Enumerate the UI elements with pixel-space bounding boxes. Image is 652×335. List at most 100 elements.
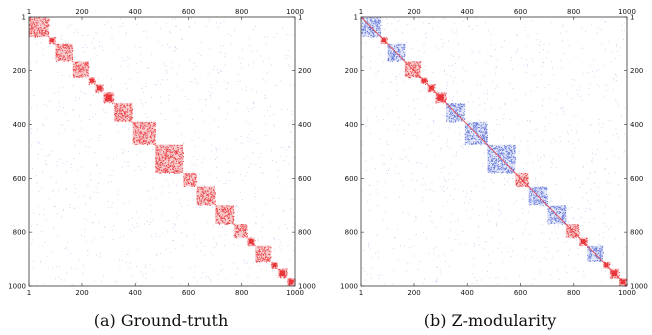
noise-dot xyxy=(170,62,172,64)
noise-dot xyxy=(527,140,529,142)
noise-dot xyxy=(218,106,220,108)
block-dot xyxy=(390,55,392,57)
block-dot xyxy=(409,68,411,70)
block-dot xyxy=(408,64,410,66)
block-dot xyxy=(513,148,515,150)
noise-dot xyxy=(277,176,279,178)
block-dot xyxy=(206,199,208,201)
block-dot xyxy=(500,150,501,151)
noise-dot xyxy=(41,148,43,150)
block-dot xyxy=(128,116,130,118)
block-dot xyxy=(242,229,244,231)
block-dot xyxy=(505,157,507,159)
block-dot xyxy=(473,126,475,128)
block-dot xyxy=(453,119,455,120)
block-dot xyxy=(144,134,146,136)
block-dot xyxy=(266,256,268,258)
block-dot xyxy=(226,223,228,225)
noise-dot xyxy=(96,164,98,165)
noise-dot xyxy=(582,119,584,121)
block-dot xyxy=(403,47,405,49)
noise-dot xyxy=(457,43,459,45)
noise-dot xyxy=(617,105,619,106)
noise-dot xyxy=(368,244,370,246)
block-dot xyxy=(417,63,419,65)
block-dot xyxy=(216,220,218,222)
block-dot xyxy=(198,204,200,206)
noise-dot xyxy=(176,192,178,194)
block-dot xyxy=(147,143,148,145)
noise-dot xyxy=(418,50,420,51)
block-dot xyxy=(140,141,142,143)
block-dot xyxy=(454,106,456,108)
block-dot xyxy=(207,200,208,202)
block-dot xyxy=(168,144,170,146)
block-dot xyxy=(123,105,125,107)
noise-dot xyxy=(107,201,109,202)
block-dot xyxy=(416,61,417,63)
noise-dot xyxy=(137,225,139,227)
block-dot xyxy=(454,117,455,118)
noise-dot xyxy=(122,260,124,261)
block-dot xyxy=(34,26,35,28)
noise-dot xyxy=(417,269,419,270)
block-dot xyxy=(156,161,158,163)
noise-dot xyxy=(29,130,31,132)
block-dot xyxy=(472,136,473,137)
noise-dot xyxy=(160,103,162,104)
block-dot xyxy=(394,46,395,48)
noise-dot xyxy=(541,74,542,75)
noise-dot xyxy=(403,120,405,122)
noise-dot xyxy=(407,263,409,265)
block-dot xyxy=(155,142,157,144)
noise-dot xyxy=(450,76,451,77)
noise-dot xyxy=(216,243,218,245)
noise-dot xyxy=(85,93,87,95)
noise-dot xyxy=(91,42,92,44)
noise-dot xyxy=(588,221,590,223)
block-dot xyxy=(155,125,156,127)
noise-dot xyxy=(594,76,595,78)
noise-dot xyxy=(71,268,73,270)
block-dot xyxy=(466,133,468,135)
noise-dot xyxy=(222,45,224,46)
block-dot xyxy=(477,136,479,138)
noise-dot xyxy=(189,26,190,28)
block-dot xyxy=(71,54,73,55)
block-dot xyxy=(414,66,416,68)
block-dot xyxy=(194,178,196,180)
block-dot xyxy=(117,121,119,123)
noise-dot xyxy=(252,50,253,52)
block-dot xyxy=(463,112,465,114)
noise-dot xyxy=(73,283,74,285)
noise-dot xyxy=(166,179,167,181)
block-dot xyxy=(200,199,202,201)
block-dot xyxy=(44,34,46,36)
block-dot xyxy=(176,159,177,161)
noise-dot xyxy=(90,104,91,106)
noise-dot xyxy=(621,24,623,26)
block-dot xyxy=(31,35,33,37)
block-dot xyxy=(100,91,102,93)
noise-dot xyxy=(161,79,163,81)
block-dot xyxy=(232,218,234,220)
block-dot xyxy=(445,99,446,100)
noise-dot xyxy=(136,266,137,267)
noise-dot xyxy=(280,241,281,243)
block-dot xyxy=(47,21,49,23)
block-dot xyxy=(134,142,135,143)
noise-dot xyxy=(50,175,52,177)
block-dot xyxy=(155,159,157,161)
block-dot xyxy=(219,215,221,217)
noise-dot xyxy=(116,156,117,157)
block-dot xyxy=(128,119,130,121)
noise-dot xyxy=(585,30,586,32)
noise-dot xyxy=(214,66,215,67)
block-dot xyxy=(73,64,75,65)
noise-dot xyxy=(567,255,569,256)
noise-dot xyxy=(103,109,105,111)
block-dot xyxy=(214,201,216,203)
noise-dot xyxy=(74,268,76,270)
block-dot xyxy=(116,117,117,119)
noise-dot xyxy=(476,25,478,26)
